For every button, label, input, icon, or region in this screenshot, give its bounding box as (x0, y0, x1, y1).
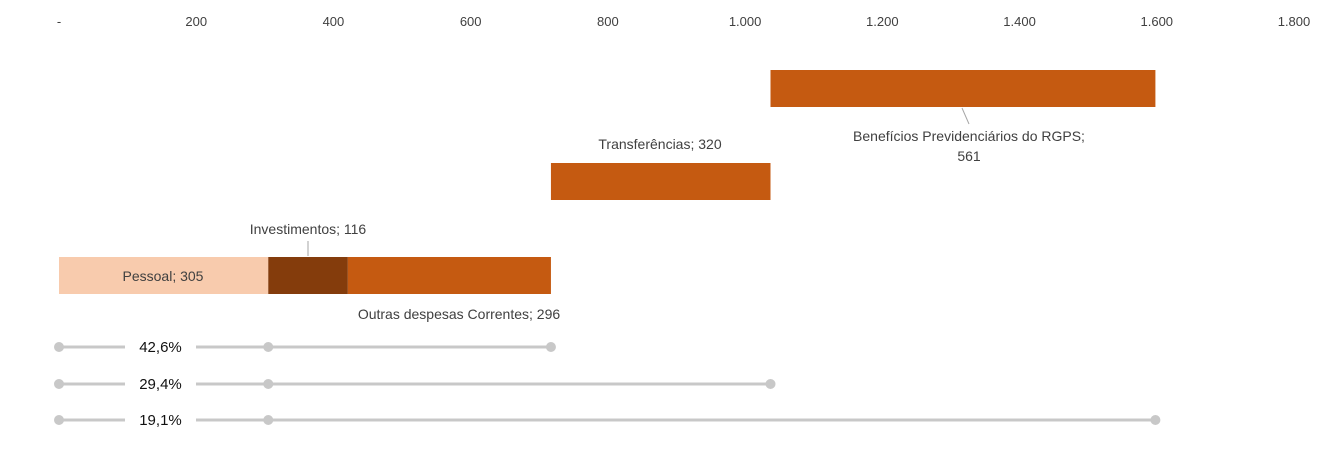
share-line-marker (263, 415, 274, 425)
x-tick-label: 1.800 (1278, 14, 1311, 29)
share-line-marker (1150, 415, 1161, 425)
share-label: 19,1% (139, 412, 182, 429)
share-line-marker (263, 379, 274, 389)
bar-segment (770, 70, 1156, 107)
share-label: 42,6% (139, 339, 182, 356)
share-line-marker (765, 379, 776, 389)
data-label: Pessoal; 305 (123, 268, 204, 284)
leader-line (961, 107, 970, 125)
x-tick-label: 1.200 (866, 14, 899, 29)
bar-segment (347, 257, 551, 294)
data-label: Benefícios Previdenciários do RGPS; (853, 128, 1085, 144)
x-tick-label: 800 (597, 14, 619, 29)
x-tick-label: 1.400 (1003, 14, 1036, 29)
share-line-marker (545, 342, 556, 352)
data-label: 561 (957, 148, 981, 164)
x-tick-label: 1.000 (729, 14, 762, 29)
share-label: 29,4% (139, 376, 182, 393)
data-labels: Pessoal; 305 Investimentos; 116 Outras des… (123, 107, 1085, 322)
data-label: Outras despesas Correntes; 296 (358, 306, 561, 322)
x-axis-ticks: - 200 400 600 800 1.000 1.200 1.400 1.600 1.800 (57, 14, 1310, 29)
data-label: Investimentos; 116 (250, 221, 367, 237)
share-lines: 42,6% 29,4% 19,1% (54, 339, 1161, 429)
x-tick-label: 200 (185, 14, 207, 29)
data-label: Transferências; 320 (598, 136, 721, 152)
bar-segment (59, 257, 269, 294)
x-tick-label: 600 (460, 14, 482, 29)
share-line-marker (54, 342, 64, 352)
share-line-marker (54, 379, 64, 389)
bar-segments (59, 70, 1156, 294)
share-line-marker (54, 415, 64, 425)
bar-segment (550, 163, 771, 200)
x-tick-label: 400 (323, 14, 345, 29)
bar-segment (268, 257, 348, 294)
x-tick-label: 1.600 (1141, 14, 1174, 29)
share-line-marker (263, 342, 274, 352)
x-tick-label: - (57, 14, 61, 29)
